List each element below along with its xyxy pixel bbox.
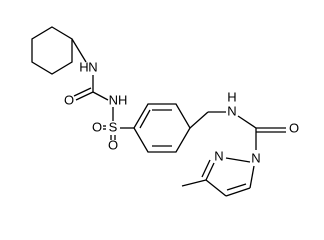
atom-label: N — [227, 103, 236, 118]
atom-label: O — [92, 119, 102, 134]
page: {"atoms": [ {"label": "N"}, {"label": "H… — [31, 26, 300, 197]
bond — [225, 187, 251, 197]
bond — [225, 157, 251, 163]
bond — [189, 111, 209, 129]
bond — [201, 159, 211, 178]
bond — [237, 115, 257, 129]
bond — [139, 109, 151, 129]
structure-diagram: N H O NH S O O N H O N N — [31, 26, 299, 197]
benzene-ring — [133, 103, 191, 153]
bond — [92, 91, 109, 101]
atom-label: N — [251, 150, 260, 165]
bond — [249, 165, 255, 189]
atom-labels: N H O NH S O O N H O N N — [64, 59, 299, 165]
atom-label: H — [227, 89, 236, 104]
methyl-bond — [181, 179, 207, 187]
bond — [226, 183, 247, 191]
bond — [205, 162, 215, 181]
bonds — [31, 26, 286, 197]
bond — [73, 87, 92, 97]
atom-label: H — [79, 59, 88, 74]
atom-label: O — [289, 120, 299, 135]
atom-label: N — [88, 59, 97, 74]
cyclohexane-ring — [31, 26, 73, 75]
bond — [71, 38, 87, 63]
atom-label: S — [109, 119, 118, 134]
atom-label: O — [108, 137, 118, 152]
atom-label: N — [214, 148, 223, 163]
atom-label: NH — [109, 92, 128, 107]
atom-label: O — [64, 92, 74, 107]
bond — [75, 91, 94, 101]
bond — [205, 179, 227, 197]
